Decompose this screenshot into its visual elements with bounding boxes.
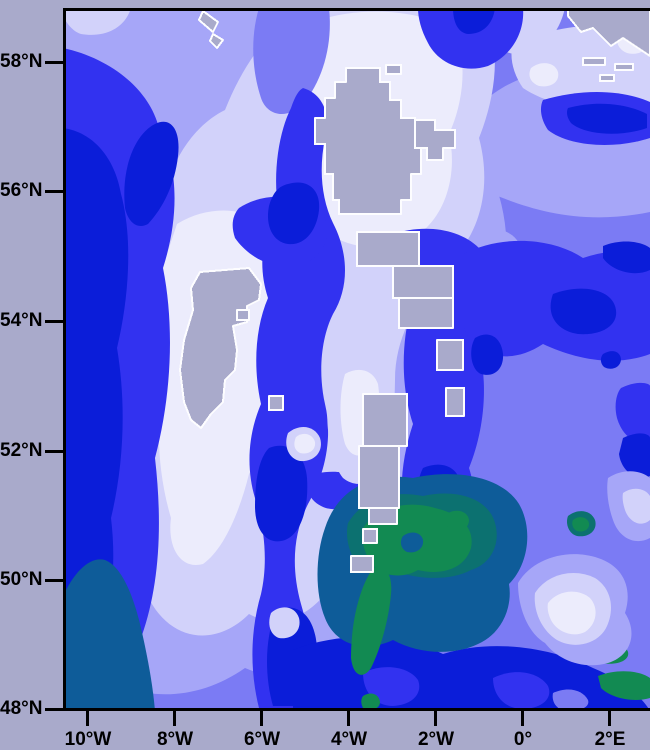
x-tick [347,711,350,726]
contour-band [294,433,316,454]
y-tick-label: 56°N [0,180,43,201]
axis-top [63,8,650,11]
y-tick [45,61,63,64]
x-tick [260,711,263,726]
x-tick-label: 2°E [594,729,626,750]
contour-band [529,63,559,87]
x-tick-label: 4°W [330,729,368,750]
y-tick [45,190,63,193]
scotland-landmask [314,67,422,215]
x-tick-label: 6°W [243,729,281,750]
contour-band [253,8,330,115]
x-tick [608,711,611,726]
contour-band [550,288,617,335]
contour-band [547,591,596,635]
y-tick-label: 52°N [0,440,43,461]
masked-cell [614,63,634,71]
england-landmask [362,393,408,447]
orkney-landmask [385,64,402,75]
hebrides-landmask [209,33,224,49]
contour-band [267,182,320,245]
ireland-landmask [179,267,262,429]
x-tick-label: 0° [513,729,533,750]
x-tick [86,711,89,726]
contour-band [567,103,647,134]
england-landmask [392,265,454,299]
england-landmask [368,507,398,525]
england-landmask [358,445,400,509]
contour-band [255,445,308,542]
scotland-east-landmask [414,119,456,161]
contour-map-canvas [63,8,650,711]
england-landmask [436,339,464,371]
contour-band [63,8,131,35]
contour-band [445,510,469,531]
contour-band [400,532,424,553]
x-tick [521,711,524,726]
y-tick [45,320,63,323]
contour-band [600,351,621,369]
x-tick-label: 2°W [417,729,455,750]
isle-of-man-landmask [236,309,250,321]
contour-band [351,567,392,675]
y-tick-label: 54°N [0,310,43,331]
england-landmask [398,297,454,329]
hebrides-landmask [198,10,219,33]
axis-left [63,8,66,711]
y-tick-label: 50°N [0,569,43,590]
x-tick-label: 8°W [156,729,194,750]
england-landmask [350,555,374,573]
contour-band [418,8,524,69]
contour-band [598,671,650,700]
masked-cell [599,74,615,82]
contour-band [615,382,650,442]
contour-band [552,689,589,711]
axis-bottom [45,708,650,711]
masked-corner-region [567,8,650,57]
y-tick [45,708,63,711]
y-tick [45,450,63,453]
contour-band [124,121,179,227]
england-landmask [356,231,420,267]
contour-band [269,607,300,639]
anglesey-landmask [268,395,284,411]
contour-band [361,693,380,711]
contour-band [453,8,495,34]
contour-band [619,433,650,478]
contour-band [493,672,550,709]
contour-band [622,488,650,524]
y-tick-label: 48°N [0,698,43,719]
y-tick [45,579,63,582]
contour-band [63,128,129,678]
contour-band [511,25,650,110]
england-landmask [445,387,465,417]
x-tick-label: 10°W [64,729,112,750]
england-landmask [362,528,378,544]
contour-band [471,334,504,375]
contour-band [63,559,155,711]
x-tick [434,711,437,726]
contour-band [603,241,650,274]
masked-cell [582,57,606,66]
land-mask-layer [179,8,650,573]
x-tick [173,711,176,726]
contour-band [572,517,590,532]
y-tick-label: 58°N [0,51,43,72]
